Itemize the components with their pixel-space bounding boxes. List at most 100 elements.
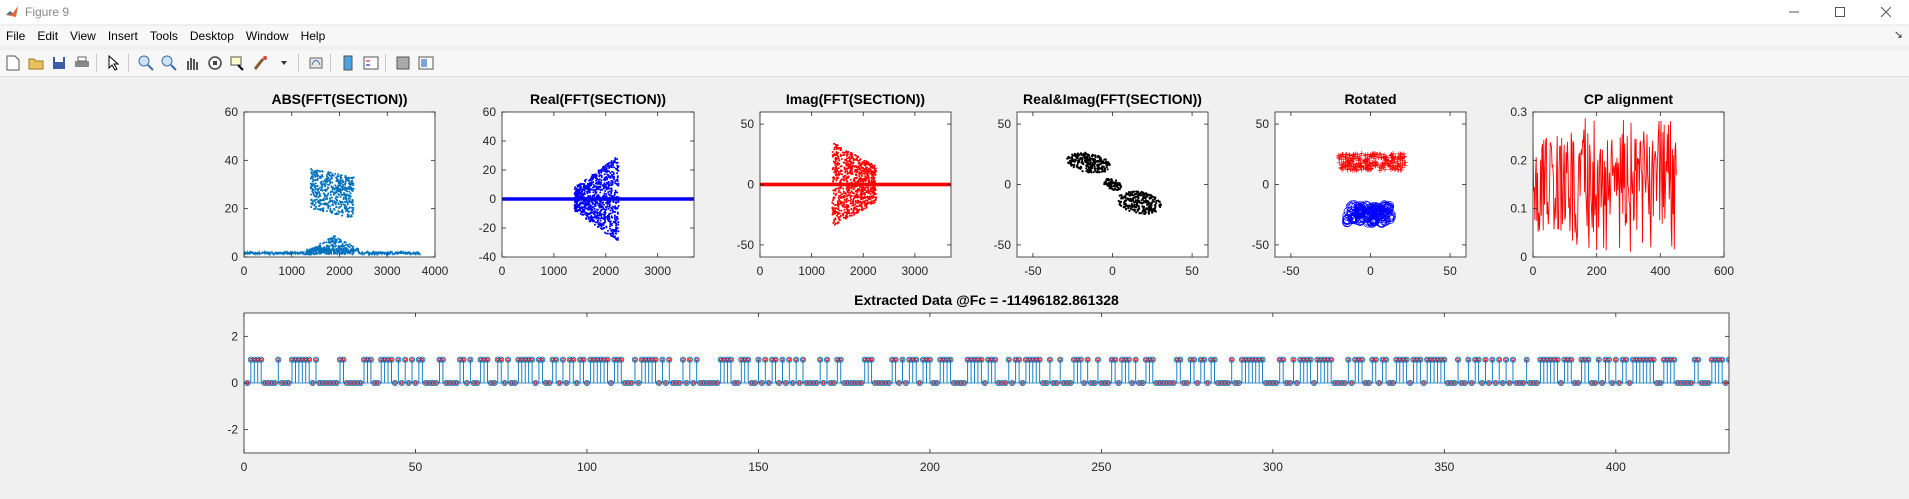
- data-point: [322, 192, 325, 195]
- menu-insert[interactable]: Insert: [107, 29, 138, 43]
- axes-2[interactable]: Real(FFT(SECTION))0 1000 2000 3000-40-20020…: [479, 91, 695, 278]
- stem-marker: [604, 356, 611, 363]
- menu-help[interactable]: Help: [300, 29, 326, 43]
- data-point: +: [1392, 152, 1399, 161]
- stem-marker: [388, 356, 395, 363]
- stem-marker: [964, 356, 971, 363]
- data-point: [1504, 357, 1508, 362]
- data-point: [1135, 190, 1138, 193]
- y-tick-label: 0: [747, 178, 754, 192]
- stem-marker: [1029, 356, 1036, 363]
- data-point: [594, 189, 597, 192]
- data-point: [598, 175, 601, 178]
- data-point: [845, 197, 848, 200]
- data-point: [592, 220, 595, 223]
- stem-marker: [251, 356, 258, 363]
- menu-edit[interactable]: Edit: [37, 29, 59, 43]
- maximize-button[interactable]: [1817, 0, 1863, 24]
- menu-view[interactable]: View: [70, 29, 96, 43]
- menu-desktop[interactable]: Desktop: [189, 29, 234, 43]
- data-point: [327, 192, 330, 195]
- data-point: [597, 216, 600, 219]
- data-point: [603, 231, 606, 234]
- x-tick-label: 0: [1109, 264, 1116, 278]
- data-point: [313, 249, 316, 252]
- stem-marker: [1561, 356, 1568, 363]
- data-point: [1199, 357, 1203, 362]
- data-point: [586, 202, 589, 205]
- show-plot-tools-button[interactable]: [416, 53, 436, 73]
- data-point: [872, 189, 875, 192]
- rotate-3d-button[interactable]: [205, 53, 225, 73]
- data-point: [722, 357, 726, 362]
- brush-button[interactable]: [251, 53, 271, 73]
- dock-arrow-icon[interactable]: ↘: [1893, 29, 1903, 41]
- data-point: [311, 184, 314, 187]
- data-point: [612, 220, 615, 223]
- stem-marker: [1489, 356, 1496, 363]
- figure-canvas[interactable]: ABS(FFT(SECTION))0 1000 2000 3000 4000020406…: [0, 80, 1909, 499]
- pan-button[interactable]: [182, 53, 202, 73]
- data-point: [1490, 357, 1495, 362]
- data-point: [852, 161, 855, 164]
- data-point: +: [1367, 165, 1374, 174]
- data-point: [1153, 203, 1157, 207]
- data-point: [610, 235, 613, 238]
- zoom-in-button[interactable]: [136, 53, 156, 73]
- axes-1[interactable]: ABS(FFT(SECTION))0 1000 2000 3000 4000020406…: [225, 91, 449, 278]
- y-tick-label: 50: [1256, 117, 1270, 131]
- data-point: [1075, 154, 1078, 157]
- link-plot-button[interactable]: [306, 53, 326, 73]
- data-point: [608, 204, 611, 207]
- axes-5[interactable]: ++ ++++++ ++ ++++++ ++++ + ++++++ +++ ++++++++++…: [1252, 91, 1467, 278]
- data-point: [576, 190, 579, 193]
- data-point: +: [1340, 152, 1347, 161]
- data-point: +: [1381, 153, 1388, 162]
- edit-plot-button[interactable]: [104, 53, 124, 73]
- data-point: [596, 188, 599, 191]
- data-point: [837, 213, 840, 216]
- menu-window[interactable]: Window: [245, 29, 289, 43]
- save-figure-button[interactable]: [49, 53, 69, 73]
- data-point: +: [1344, 165, 1351, 174]
- stem-marker: [402, 356, 409, 363]
- data-point: [609, 220, 612, 223]
- data-point: [335, 186, 338, 189]
- close-button[interactable]: [1863, 0, 1909, 24]
- data-point: [832, 212, 835, 215]
- data-point: [344, 183, 347, 186]
- zoom-out-button[interactable]: [159, 53, 179, 73]
- minimize-button[interactable]: [1771, 0, 1817, 24]
- data-point: +: [1364, 154, 1371, 163]
- data-point: +: [1394, 162, 1401, 171]
- menu-tools[interactable]: Tools: [149, 29, 178, 43]
- new-figure-button[interactable]: [3, 53, 23, 73]
- data-point: [870, 181, 873, 184]
- data-point: +: [1389, 153, 1396, 162]
- data-point: [1081, 156, 1084, 160]
- data-point: [1717, 357, 1721, 362]
- y-tick-label: 50: [998, 117, 1012, 131]
- data-point: [1370, 357, 1375, 362]
- print-figure-button[interactable]: [72, 53, 92, 73]
- insert-colorbar-button[interactable]: [338, 53, 358, 73]
- data-point: [867, 174, 870, 177]
- data-point: [837, 204, 840, 207]
- data-point: +: [1342, 158, 1349, 167]
- data-point: +: [1346, 151, 1353, 160]
- data-point: [854, 168, 857, 171]
- menu-file[interactable]: File: [6, 29, 26, 43]
- data-point: [587, 205, 590, 208]
- data-point: [579, 191, 582, 194]
- brush-dropdown[interactable]: [274, 53, 294, 73]
- data-point: [1356, 206, 1366, 217]
- insert-legend-button[interactable]: [361, 53, 381, 73]
- data-point: [850, 160, 853, 163]
- hide-plot-tools-button[interactable]: [393, 53, 413, 73]
- open-file-button[interactable]: [26, 53, 46, 73]
- data-cursor-button[interactable]: [228, 53, 248, 73]
